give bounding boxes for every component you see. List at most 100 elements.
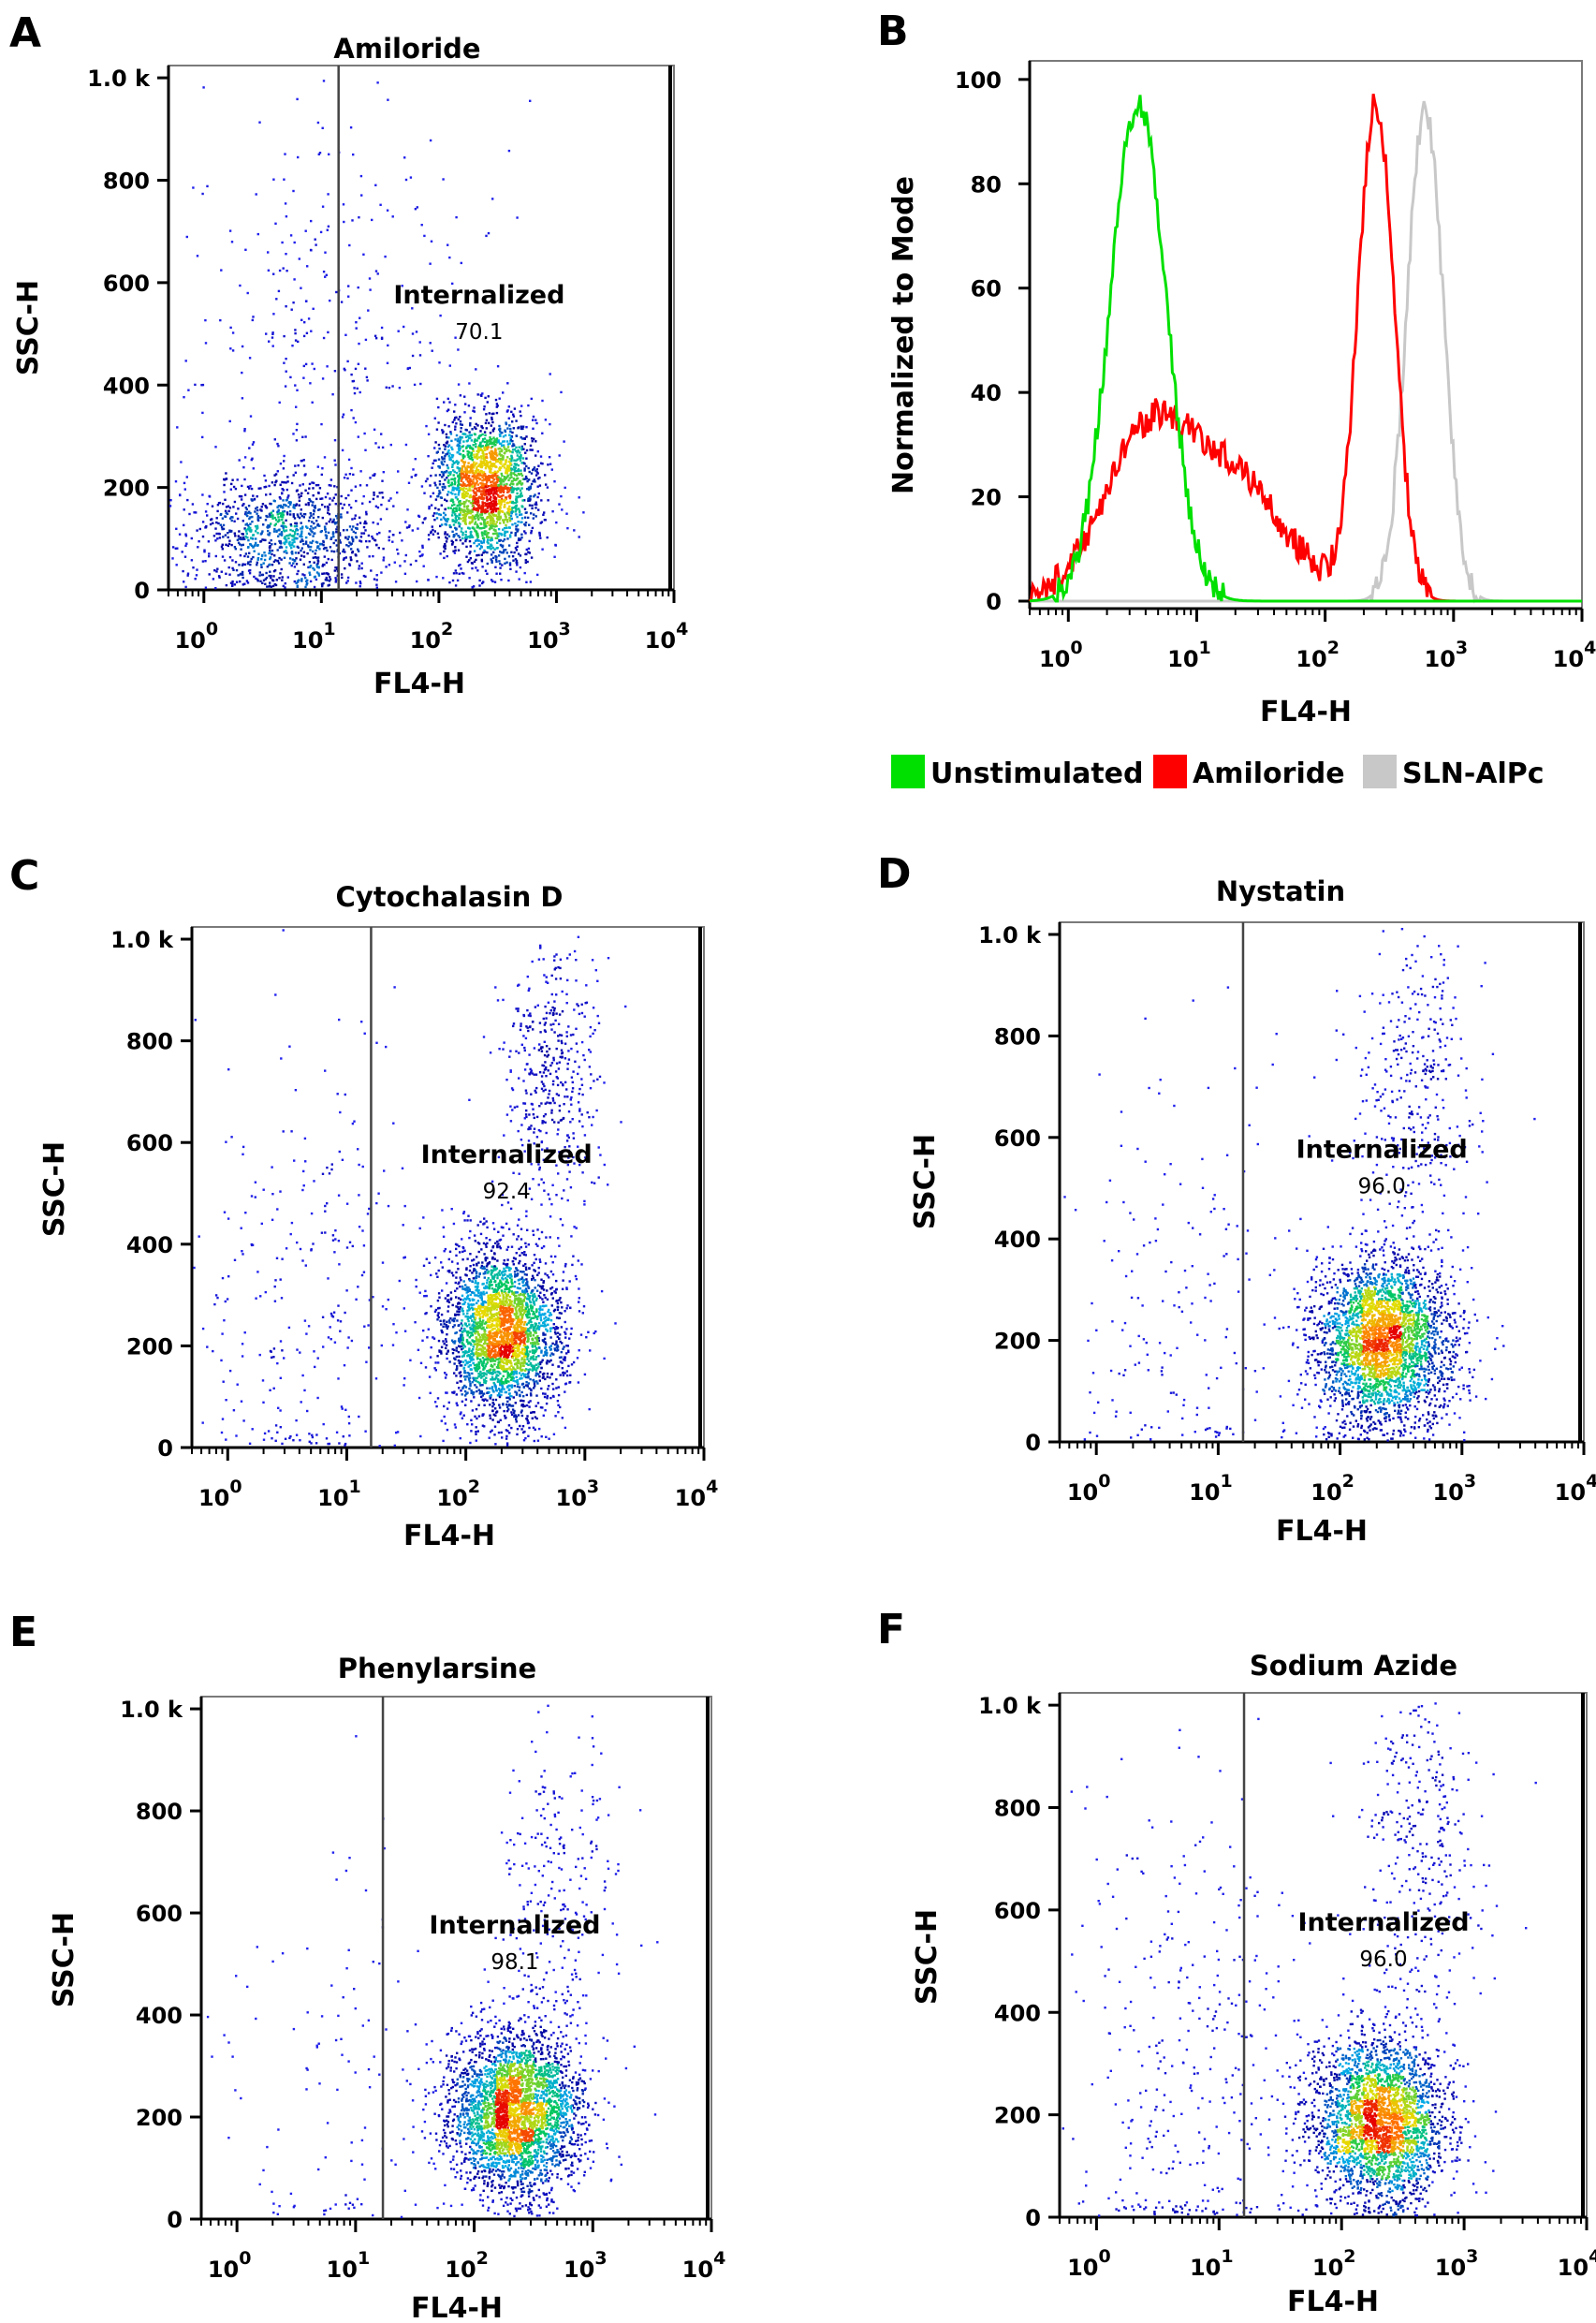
event-point	[249, 485, 252, 488]
event-point	[562, 1372, 564, 1375]
event-point	[247, 528, 250, 531]
event-point	[463, 433, 467, 435]
event-point	[251, 443, 255, 446]
event-point	[510, 454, 513, 458]
event-point	[484, 1338, 487, 1342]
event-point	[272, 530, 276, 533]
event-point	[565, 512, 568, 515]
event-point	[485, 1237, 488, 1240]
event-point	[492, 484, 496, 488]
event-point	[350, 528, 354, 531]
event-point	[292, 538, 296, 541]
event-point	[465, 499, 468, 502]
event-point	[329, 478, 333, 481]
event-point	[439, 492, 442, 494]
event-point	[457, 1302, 460, 1305]
event-point	[260, 573, 264, 577]
event-point	[492, 440, 496, 443]
x-tick-label: 102	[1296, 638, 1340, 672]
event-point	[318, 487, 322, 490]
event-point	[314, 575, 316, 579]
event-point	[513, 1300, 516, 1302]
event-point	[359, 470, 362, 473]
event-point	[238, 564, 241, 566]
event-point	[507, 461, 510, 463]
event-point	[355, 581, 358, 584]
event-point	[360, 194, 363, 197]
event-point	[256, 527, 258, 530]
event-point	[184, 535, 188, 537]
event-point	[521, 437, 524, 440]
event-point	[334, 539, 337, 542]
event-point	[289, 501, 292, 504]
event-point	[432, 512, 436, 515]
event-point	[513, 459, 516, 462]
event-point	[459, 440, 461, 443]
event-point	[470, 447, 473, 449]
event-point	[256, 516, 259, 520]
event-point	[470, 562, 474, 565]
event-point	[411, 354, 415, 358]
panel-letter: A	[9, 9, 41, 57]
event-point	[504, 487, 506, 491]
event-point	[307, 566, 310, 569]
event-point	[343, 503, 345, 507]
event-point	[499, 505, 502, 507]
event-point	[515, 497, 518, 501]
event-point	[270, 577, 272, 580]
event-point	[538, 534, 541, 537]
event-point	[492, 1403, 495, 1405]
event-point	[311, 504, 314, 507]
event-point	[506, 443, 510, 446]
event-point	[527, 466, 530, 470]
event-point	[508, 489, 512, 492]
event-point	[481, 479, 484, 482]
event-point	[505, 1429, 508, 1432]
event-point	[445, 433, 448, 436]
event-point	[513, 463, 517, 465]
event-point	[518, 1282, 520, 1286]
event-point	[312, 550, 315, 553]
event-point	[457, 461, 461, 463]
event-point	[497, 440, 500, 444]
event-point	[228, 229, 232, 232]
event-point	[477, 507, 480, 509]
event-point	[516, 488, 519, 492]
event-point	[448, 256, 451, 259]
event-point	[476, 1367, 479, 1371]
event-point	[520, 1228, 523, 1230]
event-point	[437, 536, 440, 539]
event-point	[496, 365, 500, 368]
event-point	[530, 1394, 533, 1397]
legend-swatch	[891, 755, 925, 788]
y-tick-label: 600	[103, 271, 150, 297]
event-point	[470, 1389, 473, 1392]
event-point	[453, 1362, 456, 1365]
event-point	[335, 544, 338, 547]
event-point	[548, 1385, 550, 1388]
event-point	[266, 585, 269, 588]
event-point	[525, 1393, 528, 1397]
event-point	[416, 206, 418, 209]
event-point	[488, 478, 491, 482]
event-point	[491, 515, 493, 519]
event-point	[561, 1306, 564, 1309]
event-point	[504, 1341, 506, 1344]
event-point	[271, 515, 274, 518]
event-point	[230, 482, 233, 486]
event-point	[310, 529, 313, 533]
event-point	[452, 572, 456, 575]
event-point	[279, 541, 282, 544]
event-point	[314, 552, 316, 555]
event-point	[484, 524, 487, 528]
event-point	[506, 487, 510, 490]
event-point	[503, 466, 506, 469]
event-point	[277, 562, 281, 565]
event-point	[453, 410, 456, 413]
event-point	[263, 558, 267, 562]
event-point	[502, 1270, 505, 1272]
event-point	[274, 222, 277, 225]
event-point	[512, 559, 515, 562]
event-point	[314, 532, 316, 535]
event-point	[525, 548, 528, 551]
